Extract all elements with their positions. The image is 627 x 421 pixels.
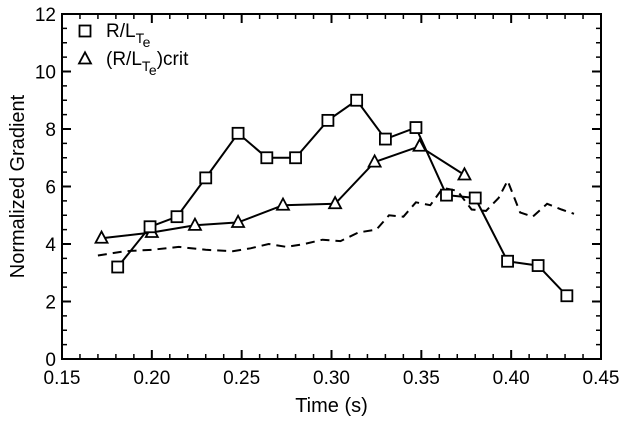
series-layer xyxy=(94,93,575,303)
series-1-point xyxy=(321,113,335,127)
legend-label-2: (R/LTe)crit xyxy=(106,49,189,78)
y-axis-title: Normalized Gradient xyxy=(7,94,29,278)
series-2-point xyxy=(94,229,110,244)
series-2-point xyxy=(367,153,383,168)
x-tick-label: 0.30 xyxy=(313,368,350,389)
series-2-point xyxy=(230,213,246,228)
legend-entry-1: R/LTe xyxy=(78,21,151,50)
series-1-point xyxy=(560,289,574,303)
series-1-point xyxy=(501,254,514,268)
y-tick-label: 8 xyxy=(45,120,56,141)
series-2-point xyxy=(412,137,428,152)
legend-label-1: R/LTe xyxy=(106,21,151,50)
series-1-point xyxy=(409,121,423,134)
y-tick-label: 6 xyxy=(45,178,56,199)
y-tick-label: 4 xyxy=(45,235,56,256)
x-tick-label: 0.20 xyxy=(133,368,170,389)
legend-entry-2: (R/LTe)crit xyxy=(77,49,189,78)
series-2-point xyxy=(187,216,203,231)
legend-square-symbol xyxy=(78,24,92,38)
x-axis-title: Time (s) xyxy=(295,395,368,417)
series-1-line xyxy=(116,98,568,297)
series-3-line xyxy=(97,178,575,257)
series-1-point xyxy=(170,210,184,224)
y-tick-label: 10 xyxy=(35,63,56,84)
x-tick-label: 0.15 xyxy=(44,368,81,389)
series-1-point xyxy=(289,151,302,165)
series-1-point xyxy=(111,260,125,274)
y-tick-label: 0 xyxy=(45,350,56,371)
legend-triangle-marker xyxy=(77,50,93,65)
series-2-point xyxy=(275,196,291,211)
legend-square-marker xyxy=(78,24,92,38)
series-2-point xyxy=(456,166,472,181)
x-tick-label: 0.35 xyxy=(403,368,440,389)
series-1-point xyxy=(378,132,392,146)
legend: R/LTe (R/LTe)crit xyxy=(77,21,189,78)
series-1-point xyxy=(350,93,364,107)
series-1-point xyxy=(199,171,213,185)
x-tick-label: 0.45 xyxy=(583,368,620,389)
legend-triangle-symbol xyxy=(77,50,93,65)
series-1-point xyxy=(231,126,245,140)
series-1-point xyxy=(143,220,157,234)
x-tick-label: 0.25 xyxy=(223,368,260,389)
x-tick-label: 0.40 xyxy=(493,368,530,389)
series-1-point xyxy=(531,259,545,272)
y-tick-label: 12 xyxy=(35,5,56,26)
series-1-point xyxy=(260,151,274,165)
series-1-point xyxy=(440,188,453,202)
y-tick-label: 2 xyxy=(45,293,56,314)
series-2-point xyxy=(327,195,343,210)
series-1-point xyxy=(468,191,482,205)
axes: 0.15 0.20 0.25 0.30 0.35 0.40 0.45 0 2 4 6 8 10 12 xyxy=(35,5,620,389)
